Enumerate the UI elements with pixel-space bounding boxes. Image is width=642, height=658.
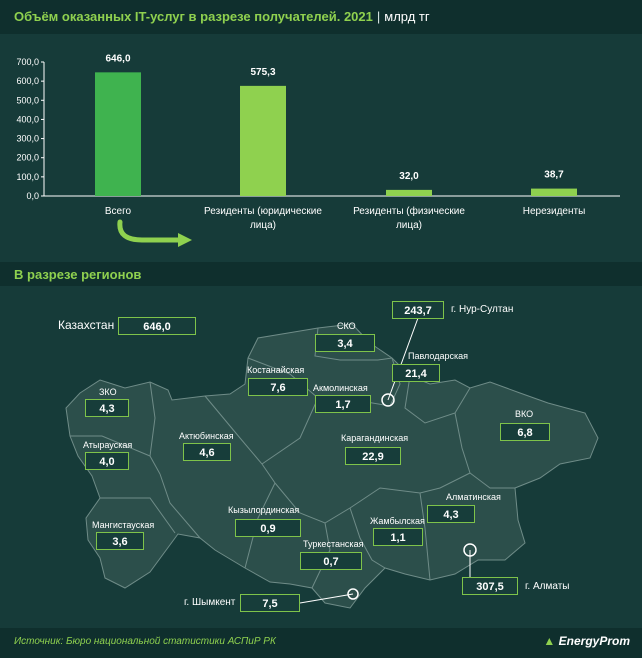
bar xyxy=(95,72,141,196)
leader-line-shymkent xyxy=(299,593,354,604)
region-value-kostanay: 7,6 xyxy=(248,378,308,396)
region-value-pavlodar: 21,4 xyxy=(392,364,440,382)
bar-value-label: 32,0 xyxy=(399,171,419,182)
brand-name: EnergyProm xyxy=(558,634,630,648)
region-value-aktobe: 4,6 xyxy=(183,443,231,461)
region-value-kyzylorda: 0,9 xyxy=(235,519,301,537)
border-line xyxy=(419,492,431,581)
border-line xyxy=(149,381,161,475)
border-line xyxy=(70,435,151,457)
y-tick-label: 300,0 xyxy=(16,134,39,144)
x-tick-label: лица) xyxy=(396,220,422,231)
region-value-almaty-region: 4,3 xyxy=(427,505,475,523)
y-tick-label: 700,0 xyxy=(16,57,39,67)
bar-value-label: 646,0 xyxy=(105,53,130,64)
bar xyxy=(386,189,432,196)
region-label-kyzylorda: Кызылординская xyxy=(228,505,300,515)
x-tick-label: Резиденты (физические xyxy=(353,205,465,217)
city-label-shymkent: г. Шымкент xyxy=(184,597,236,608)
city-value-almaty: 307,5 xyxy=(462,577,518,595)
region-label-akmola: Акмолинская xyxy=(313,383,368,393)
title-text: Объём оказанных IT-услуг в разрезе получ… xyxy=(14,9,373,24)
total-value: 646,0 xyxy=(118,317,196,335)
region-label-kostanay: Костанайская xyxy=(247,365,305,375)
region-label-zhambyl: Жамбылская xyxy=(370,516,425,526)
bar-value-label: 575,3 xyxy=(250,67,275,78)
x-tick-label: Резиденты (юридические xyxy=(204,206,322,217)
region-value-akmola: 1,7 xyxy=(315,395,371,413)
border-line xyxy=(204,395,276,484)
border-line xyxy=(274,472,471,524)
y-tick-label: 400,0 xyxy=(16,114,39,124)
region-label-mangystau: Мангистауская xyxy=(92,520,155,530)
region-label-turkestan: Туркестанская xyxy=(303,539,364,549)
y-tick-label: 0,0 xyxy=(26,191,39,201)
footer: Источник: Бюро национальной статистики А… xyxy=(0,628,642,658)
city-value-shymkent: 7,5 xyxy=(240,594,300,612)
bars xyxy=(95,72,577,196)
value-labels: 646,0 575,3 32,0 38,7 xyxy=(105,53,564,182)
bar-chart: 0,0 100,0 200,0 300,0 400,0 500,0 600,0 700,0 6… xyxy=(16,53,620,247)
region-value-atyrau: 4,0 xyxy=(85,452,129,470)
border-line xyxy=(100,497,176,534)
border-line xyxy=(404,375,471,424)
leader-line-nur-sultan xyxy=(387,317,419,401)
y-tick-label: 200,0 xyxy=(16,153,39,163)
city-value-nur-sultan: 243,7 xyxy=(392,301,444,319)
almaty-marker-icon xyxy=(463,543,477,557)
bar-value-label: 38,7 xyxy=(544,170,564,181)
region-label-pavlodar: Павлодарская xyxy=(408,351,468,361)
region-value-vko: 6,8 xyxy=(500,423,550,441)
shymkent-marker-icon xyxy=(347,588,359,600)
region-value-zhambyl: 1,1 xyxy=(373,528,423,546)
region-value-mangystau: 3,6 xyxy=(96,532,144,550)
source-text: Источник: Бюро национальной статистики А… xyxy=(14,636,276,647)
arrow-icon xyxy=(117,219,192,247)
title-bar: Объём оказанных IT-услуг в разрезе получ… xyxy=(0,0,642,34)
brand-icon: ▲ xyxy=(543,634,556,648)
region-label-sko: СКО xyxy=(337,321,356,331)
nur-sultan-marker-icon xyxy=(381,393,395,407)
x-tick-label: Всего xyxy=(105,206,132,217)
title-separator: | xyxy=(376,9,381,24)
chart-title: Объём оказанных IT-услуг в разрезе получ… xyxy=(14,9,430,24)
y-tick-label: 600,0 xyxy=(16,76,39,86)
total-label: Казахстан xyxy=(58,318,115,332)
regions-section-title: В разрезе регионов xyxy=(14,267,142,282)
bar xyxy=(531,188,577,196)
border-line xyxy=(244,482,276,569)
region-label-zko: ЗКО xyxy=(99,387,117,397)
brand-logo: ▲ EnergyProm xyxy=(543,634,630,648)
unit-label: млрд тг xyxy=(384,9,430,24)
region-value-turkestan: 0,7 xyxy=(300,552,362,570)
region-label-almaty-region: Алматинская xyxy=(446,492,501,502)
y-tick-label: 500,0 xyxy=(16,95,39,105)
border-line xyxy=(311,522,331,589)
city-label-almaty: г. Алматы xyxy=(525,581,570,592)
regions-section-bar: В разрезе регионов xyxy=(0,262,642,286)
region-label-atyrau: Атырауская xyxy=(83,440,133,450)
y-tick-label: 100,0 xyxy=(16,172,39,182)
region-label-aktobe: Актюбинская xyxy=(179,431,234,441)
region-value-zko: 4,3 xyxy=(85,399,129,417)
region-label-karaganda: Карагандинская xyxy=(341,433,409,443)
region-value-sko: 3,4 xyxy=(315,334,375,352)
region-value-karaganda: 22,9 xyxy=(345,447,401,465)
border-line xyxy=(159,473,201,539)
city-label-nur-sultan: г. Нур-Султан xyxy=(451,304,514,315)
region-label-vko: ВКО xyxy=(515,409,534,419)
x-labels: Всего Резиденты (юридические лица) Резидент… xyxy=(105,205,585,231)
bar xyxy=(240,85,286,196)
x-tick-label: лица) xyxy=(250,220,276,231)
border-line xyxy=(349,507,386,569)
x-tick-label: Нерезиденты xyxy=(523,206,586,217)
